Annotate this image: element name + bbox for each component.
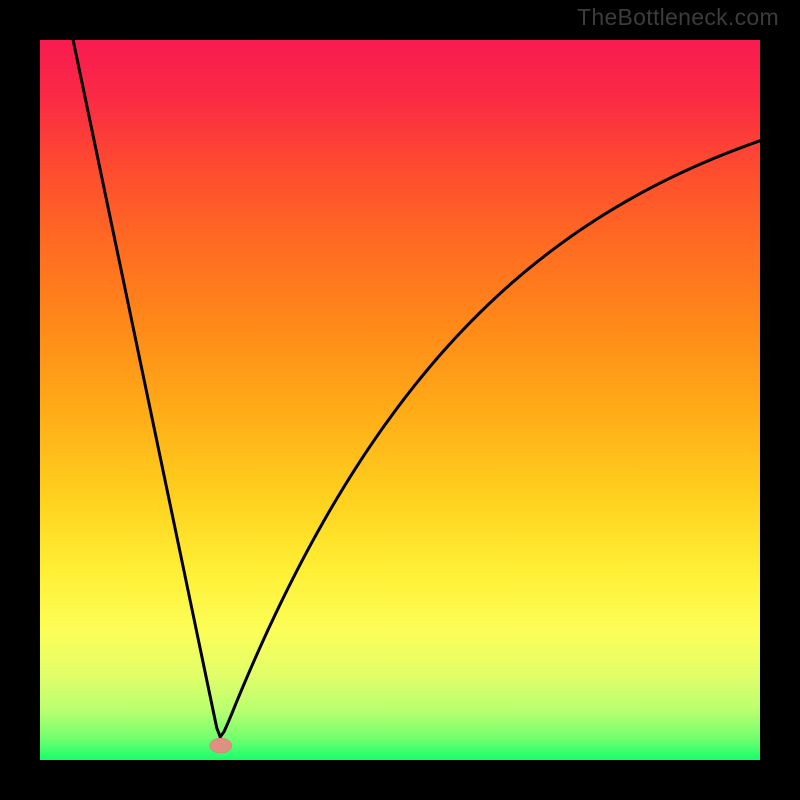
chart-plot-area xyxy=(40,40,760,760)
chart-svg xyxy=(40,40,760,760)
watermark-text: TheBottleneck.com xyxy=(577,4,779,31)
optimal-point-marker xyxy=(210,738,232,753)
